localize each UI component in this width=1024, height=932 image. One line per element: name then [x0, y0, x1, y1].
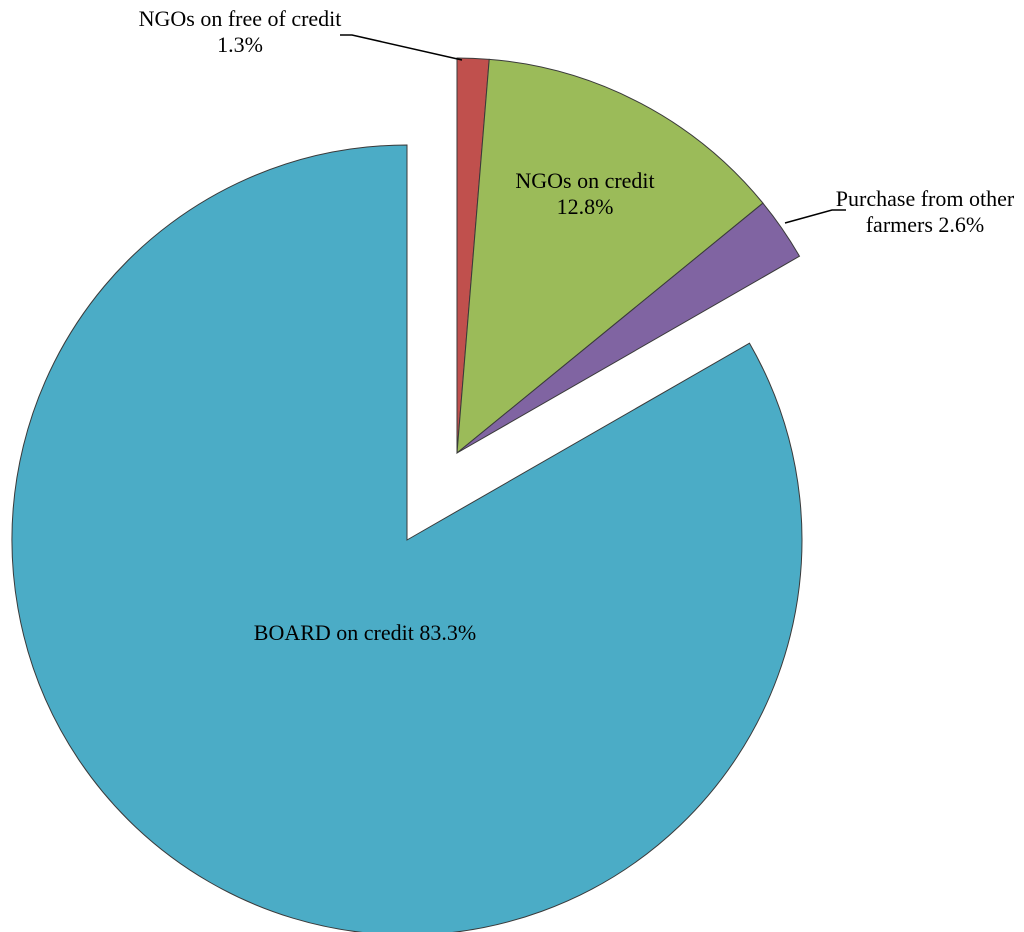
- value-label: 83.3%: [419, 620, 477, 645]
- slice-label-text: NGOs on credit 12.8%: [490, 168, 680, 220]
- slice-label: NGOs on credit 12.8%: [490, 168, 680, 220]
- slice-label-text: BOARD on credit 83.3%: [240, 620, 490, 646]
- slice-label-text: Purchase from other farmers 2.6%: [810, 186, 1024, 238]
- category-name: NGOs on free of credit: [138, 6, 342, 31]
- leader-line: [784, 209, 846, 224]
- pie-slice: [456, 202, 801, 454]
- value-label: 2.6%: [938, 212, 985, 237]
- slice-label: Purchase from other farmers 2.6%: [810, 186, 1024, 238]
- pie-slice: [11, 144, 803, 932]
- value-label: 1.3%: [217, 32, 263, 57]
- pie-slice: [456, 58, 764, 455]
- category-name: BOARD on credit: [253, 620, 414, 645]
- pie: [11, 57, 803, 932]
- leader-line: [340, 34, 463, 61]
- category-name: Purchase from other farmers: [835, 186, 1015, 237]
- value-label: 12.8%: [556, 194, 614, 219]
- labels: NGOs on free of credit 1.3% NGOs on credi…: [120, 6, 1024, 646]
- slice-label: BOARD on credit 83.3%: [240, 620, 490, 646]
- slice-label: NGOs on free of credit 1.3%: [120, 6, 360, 58]
- slice-label-text: NGOs on free of credit 1.3%: [120, 6, 360, 58]
- category-name: NGOs on credit: [515, 168, 655, 193]
